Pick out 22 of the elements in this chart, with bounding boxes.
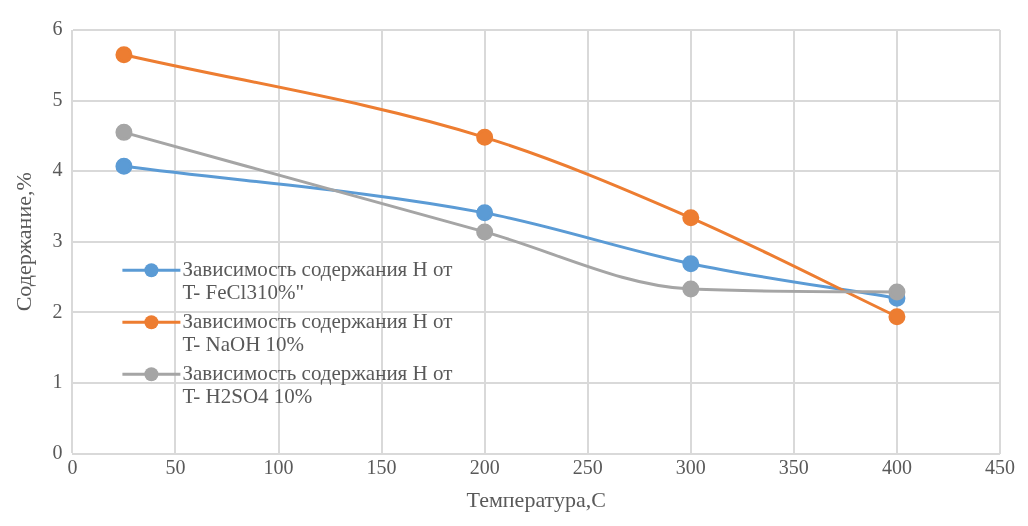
y-axis-title: Содержание,% (10, 172, 36, 312)
x-tick-label: 150 (366, 455, 397, 478)
x-tick-label: 250 (572, 455, 603, 478)
legend-label: Зависимость содержания H от T- H2SO4 10% (182, 360, 453, 408)
y-tick-label: 3 (52, 229, 63, 252)
y-tick-label: 4 (52, 158, 63, 181)
x-axis-title: Температура,С (466, 486, 606, 512)
y-tick-label: 0 (52, 440, 63, 463)
y-tick-label: 2 (52, 299, 63, 322)
x-tick-label: 400 (881, 455, 912, 478)
x-tick-label: 100 (263, 455, 294, 478)
x-tick-label: 50 (165, 455, 186, 478)
y-tick-label: 1 (52, 370, 63, 393)
legend-label: Зависимость содержания H от T- NaOH 10% (182, 308, 453, 356)
x-tick-label: 450 (985, 455, 1015, 478)
x-tick-label: 0 (67, 455, 78, 478)
y-tick-label: 5 (52, 87, 63, 110)
x-tick-label: 300 (675, 455, 706, 478)
y-tick-label: 6 (52, 17, 63, 40)
x-tick-label: 200 (469, 455, 500, 478)
legend-label: Зависимость содержания H от T- FeCl310%" (182, 256, 453, 304)
x-tick-label: 350 (778, 455, 809, 478)
